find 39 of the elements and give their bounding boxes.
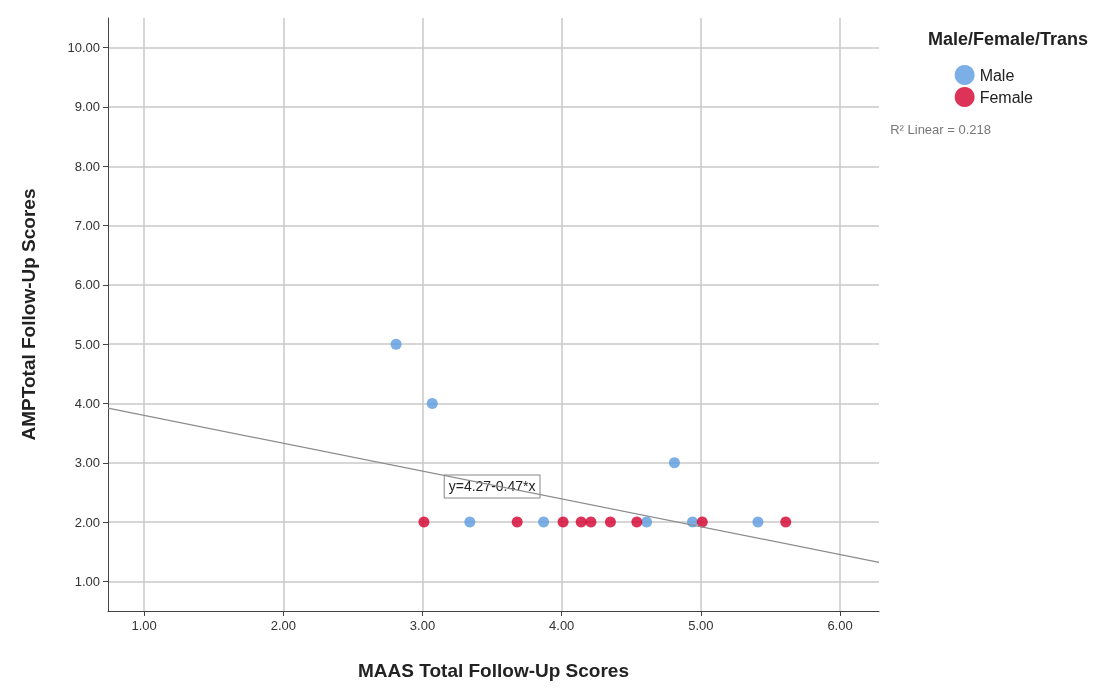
x-tick-label: 3.00 [409,618,436,633]
x-tick-label: 6.00 [827,618,853,633]
y-tick-label: 1.00 [74,573,100,589]
x-tick-label: 4.00 [549,618,575,633]
y-tick-label: 5.00 [74,336,100,352]
y-tick-label: 9.00 [74,99,100,115]
y-tick-label: 7.00 [74,218,100,234]
x-tick-label: 5.00 [688,618,714,633]
point [696,516,708,528]
point [426,397,438,409]
point [390,338,402,350]
point [464,516,476,528]
legend-label: Male [979,66,1015,84]
point [575,516,587,528]
annotation: y=4.27-0.47*x [448,478,536,495]
y-tick-label: 4.00 [74,395,100,411]
point [641,516,653,528]
point [668,457,680,469]
x-tick-label: 1.00 [131,618,157,633]
point [752,516,764,528]
point [418,516,430,528]
x-axis-title: MAAS Total Follow-Up Scores [358,660,629,681]
text: R² Linear = 0.218 [890,122,992,137]
y-tick-label: 2.00 [74,514,100,530]
point [557,516,569,528]
y-tick-label: 8.00 [74,158,100,174]
y-axis-title: AMPTotal Follow-Up Scores [18,188,39,441]
y-tick-label: 10.00 [67,40,100,56]
y-tick-label: 3.00 [74,455,100,471]
point [604,516,616,528]
point [538,516,550,528]
point [585,516,597,528]
legend-title: Male/Female/Trans [927,29,1088,49]
point [631,516,643,528]
legend-label: Female [979,88,1034,106]
x-tick-label: 2.00 [270,618,297,633]
point [780,516,792,528]
y-tick-label: 6.00 [74,277,100,293]
point [511,516,523,528]
